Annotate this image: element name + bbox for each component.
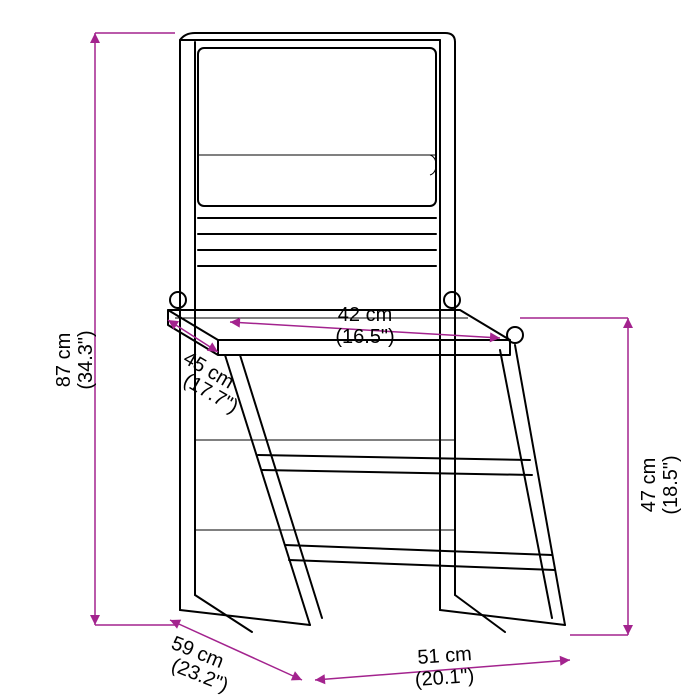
label-total-height-cm: 87 cm [53, 333, 75, 387]
label-seat-width-cm: 42 cm [338, 304, 392, 326]
label-seat-height-in: (18.5") [660, 455, 682, 514]
label-total-height-in: (34.3") [75, 330, 97, 389]
dimension-lines [95, 33, 628, 680]
label-base-width-in: (20.1") [414, 665, 475, 691]
label-seat-width-in: (16.5") [335, 326, 394, 348]
label-seat-height-cm: 47 cm [638, 458, 660, 512]
